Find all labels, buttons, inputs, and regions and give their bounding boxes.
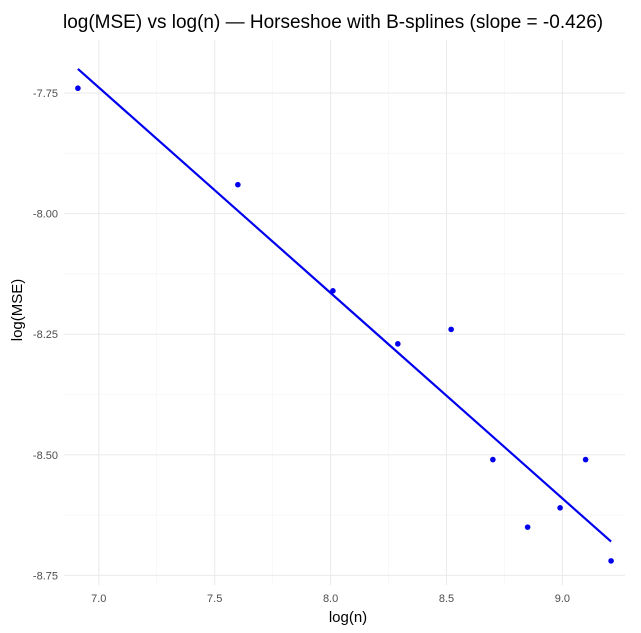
data-point	[330, 287, 336, 294]
data-point	[75, 85, 81, 92]
data-point	[557, 505, 563, 511]
fit-line-layer	[77, 68, 612, 543]
points-layer	[75, 85, 614, 564]
data-point	[524, 524, 531, 530]
x-tick-labels: 7.0 7.5 8.0 8.5 9.0	[91, 593, 570, 605]
x-tick-label: 9.0	[555, 593, 570, 605]
grid-minor	[64, 40, 625, 585]
chart-title: log(MSE) vs log(n) — Horseshoe with B-sp…	[63, 12, 603, 33]
y-axis-label: log(MSE)	[9, 279, 26, 342]
data-point	[582, 456, 589, 463]
x-tick-label: 7.0	[91, 593, 106, 605]
data-point	[448, 326, 454, 333]
data-point	[395, 341, 401, 347]
fit-line	[77, 68, 612, 543]
y-tick-labels: -7.75 -8.00 -8.25 -8.50 -8.75	[33, 88, 58, 582]
grid-major	[64, 40, 625, 585]
x-tick-label: 8.5	[439, 593, 454, 605]
y-tick-label: -7.75	[33, 88, 58, 100]
x-tick-label: 8.0	[323, 593, 338, 605]
data-point	[490, 456, 496, 463]
y-tick-label: -8.75	[33, 570, 58, 582]
x-axis-label: log(n)	[329, 609, 367, 626]
x-tick-label: 7.5	[207, 593, 222, 605]
data-point	[608, 558, 614, 564]
y-tick-label: -8.50	[33, 450, 58, 462]
y-tick-label: -8.25	[33, 329, 58, 341]
data-point	[235, 181, 241, 188]
y-tick-label: -8.00	[33, 209, 58, 221]
